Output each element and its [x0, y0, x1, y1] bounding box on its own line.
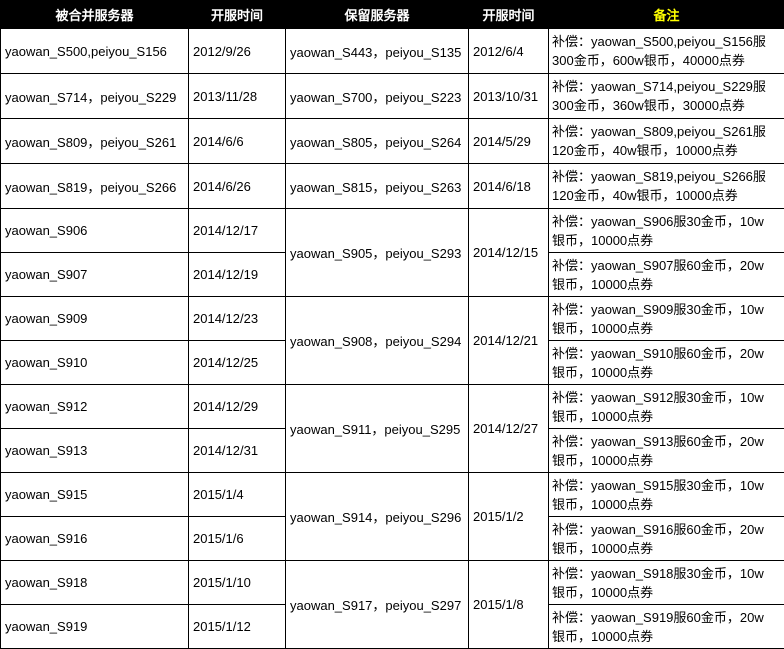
table-row: yaowan_S809，peiyou_S261 2014/6/6 yaowan_…	[1, 119, 784, 164]
table-row: yaowan_S500,peiyou_S156 2012/9/26 yaowan…	[1, 29, 784, 74]
note-cell: 补偿：yaowan_S909服30金币，10w 银币，10000点券	[549, 297, 784, 341]
kept-open-date-cell: 2015/1/2	[469, 473, 549, 561]
merged-server-cell: yaowan_S912	[1, 385, 189, 429]
note-cell: 补偿：yaowan_S714,peiyou_S229服 300金币，360w银币…	[549, 74, 784, 119]
merged-server-cell: yaowan_S906	[1, 209, 189, 253]
note-cell: 补偿：yaowan_S913服60金币，20w 银币，10000点券	[549, 429, 784, 473]
merged-server-cell: yaowan_S915	[1, 473, 189, 517]
open-date-cell: 2015/1/10	[189, 561, 286, 605]
merged-server-cell: yaowan_S909	[1, 297, 189, 341]
open-date-cell: 2014/6/6	[189, 119, 286, 164]
note-cell: 补偿：yaowan_S919服60金币，20w 银币，10000点券	[549, 605, 784, 649]
note-cell: 补偿：yaowan_S916服60金币，20w 银币，10000点券	[549, 517, 784, 561]
kept-server-cell: yaowan_S805，peiyou_S264	[286, 119, 469, 164]
kept-server-cell: yaowan_S815，peiyou_S263	[286, 164, 469, 209]
kept-open-date-cell: 2013/10/31	[469, 74, 549, 119]
table-row: yaowan_S819，peiyou_S266 2014/6/26 yaowan…	[1, 164, 784, 209]
header-kept-open-date: 开服时间	[469, 1, 549, 29]
open-date-cell: 2015/1/4	[189, 473, 286, 517]
header-kept-servers: 保留服务器	[286, 1, 469, 29]
kept-open-date-cell: 2012/6/4	[469, 29, 549, 74]
open-date-cell: 2014/12/17	[189, 209, 286, 253]
open-date-cell: 2014/12/23	[189, 297, 286, 341]
open-date-cell: 2014/12/29	[189, 385, 286, 429]
note-cell: 补偿：yaowan_S500,peiyou_S156服 300金币，600w银币…	[549, 29, 784, 74]
note-cell: 补偿：yaowan_S907服60金币，20w 银币，10000点券	[549, 253, 784, 297]
kept-open-date-cell: 2014/12/27	[469, 385, 549, 473]
note-cell: 补偿：yaowan_S809,peiyou_S261服 120金币，40w银币，…	[549, 119, 784, 164]
header-row: 被合并服务器 开服时间 保留服务器 开服时间 备注	[1, 1, 784, 29]
table-row: yaowan_S918 2015/1/10 yaowan_S917，peiyou…	[1, 561, 784, 605]
note-cell: 补偿：yaowan_S918服30金币，10w 银币，10000点券	[549, 561, 784, 605]
kept-server-cell: yaowan_S443，peiyou_S135	[286, 29, 469, 74]
kept-server-cell: yaowan_S700，peiyou_S223	[286, 74, 469, 119]
note-cell: 补偿：yaowan_S819,peiyou_S266服 120金币，40w银币，…	[549, 164, 784, 209]
merged-server-cell: yaowan_S913	[1, 429, 189, 473]
kept-server-cell: yaowan_S917，peiyou_S297	[286, 561, 469, 649]
merged-server-cell: yaowan_S819，peiyou_S266	[1, 164, 189, 209]
kept-open-date-cell: 2014/5/29	[469, 119, 549, 164]
merged-server-cell: yaowan_S500,peiyou_S156	[1, 29, 189, 74]
table-row: yaowan_S915 2015/1/4 yaowan_S914，peiyou_…	[1, 473, 784, 517]
merged-server-cell: yaowan_S907	[1, 253, 189, 297]
open-date-cell: 2014/6/26	[189, 164, 286, 209]
table-row: yaowan_S912 2014/12/29 yaowan_S911，peiyo…	[1, 385, 784, 429]
note-cell: 补偿：yaowan_S906服30金币，10w 银币，10000点券	[549, 209, 784, 253]
open-date-cell: 2014/12/19	[189, 253, 286, 297]
merged-server-cell: yaowan_S910	[1, 341, 189, 385]
kept-server-cell: yaowan_S908，peiyou_S294	[286, 297, 469, 385]
kept-open-date-cell: 2015/1/8	[469, 561, 549, 649]
note-cell: 补偿：yaowan_S910服60金币，20w 银币，10000点券	[549, 341, 784, 385]
merged-server-cell: yaowan_S918	[1, 561, 189, 605]
open-date-cell: 2015/1/6	[189, 517, 286, 561]
table-row: yaowan_S714，peiyou_S229 2013/11/28 yaowa…	[1, 74, 784, 119]
kept-server-cell: yaowan_S911，peiyou_S295	[286, 385, 469, 473]
table-row: yaowan_S909 2014/12/23 yaowan_S908，peiyo…	[1, 297, 784, 341]
header-merged-servers: 被合并服务器	[1, 1, 189, 29]
kept-open-date-cell: 2014/6/18	[469, 164, 549, 209]
kept-server-cell: yaowan_S914，peiyou_S296	[286, 473, 469, 561]
open-date-cell: 2014/12/31	[189, 429, 286, 473]
table-body: yaowan_S500,peiyou_S156 2012/9/26 yaowan…	[1, 29, 784, 649]
header-note: 备注	[549, 1, 784, 29]
kept-open-date-cell: 2014/12/15	[469, 209, 549, 297]
open-date-cell: 2013/11/28	[189, 74, 286, 119]
note-cell: 补偿：yaowan_S915服30金币，10w 银币，10000点券	[549, 473, 784, 517]
open-date-cell: 2015/1/12	[189, 605, 286, 649]
merged-server-cell: yaowan_S916	[1, 517, 189, 561]
merged-server-cell: yaowan_S809，peiyou_S261	[1, 119, 189, 164]
merged-server-cell: yaowan_S714，peiyou_S229	[1, 74, 189, 119]
table-header: 被合并服务器 开服时间 保留服务器 开服时间 备注	[1, 1, 784, 29]
open-date-cell: 2014/12/25	[189, 341, 286, 385]
note-cell: 补偿：yaowan_S912服30金币，10w 银币，10000点券	[549, 385, 784, 429]
kept-server-cell: yaowan_S905，peiyou_S293	[286, 209, 469, 297]
open-date-cell: 2012/9/26	[189, 29, 286, 74]
table-row: yaowan_S906 2014/12/17 yaowan_S905，peiyo…	[1, 209, 784, 253]
kept-open-date-cell: 2014/12/21	[469, 297, 549, 385]
header-merged-open-date: 开服时间	[189, 1, 286, 29]
merged-server-cell: yaowan_S919	[1, 605, 189, 649]
